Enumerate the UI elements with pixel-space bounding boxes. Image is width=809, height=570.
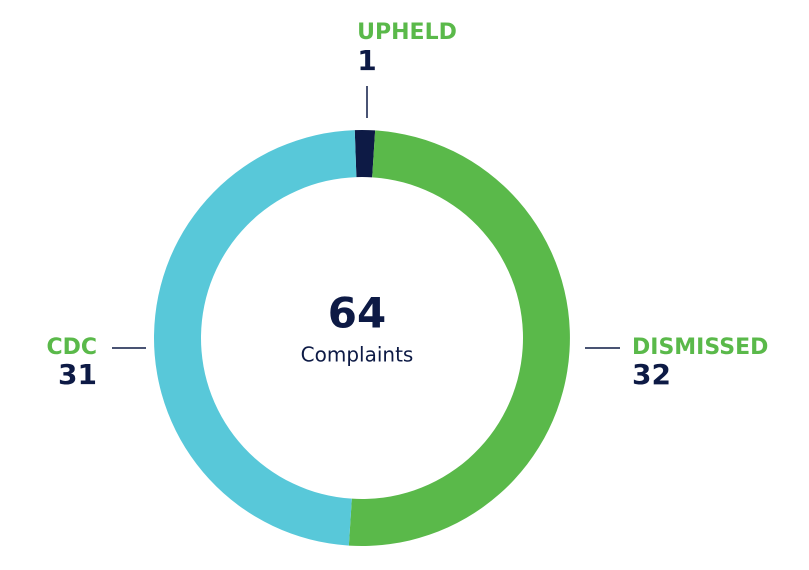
donut-slice (153, 130, 357, 546)
donut-slice (348, 130, 570, 546)
slice-value: 32 (632, 358, 671, 391)
slice-value: 31 (58, 358, 97, 391)
slice-name: DISMISSED (632, 335, 768, 360)
slice-value: 1 (357, 44, 376, 77)
center-value: 64 (328, 289, 386, 338)
slice-name: CDC (46, 335, 97, 360)
slice-name: UPHELD (357, 20, 457, 45)
center-label: Complaints (301, 343, 414, 367)
donut-slice (354, 130, 376, 178)
